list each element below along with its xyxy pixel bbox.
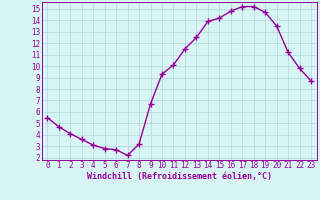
- X-axis label: Windchill (Refroidissement éolien,°C): Windchill (Refroidissement éolien,°C): [87, 172, 272, 181]
